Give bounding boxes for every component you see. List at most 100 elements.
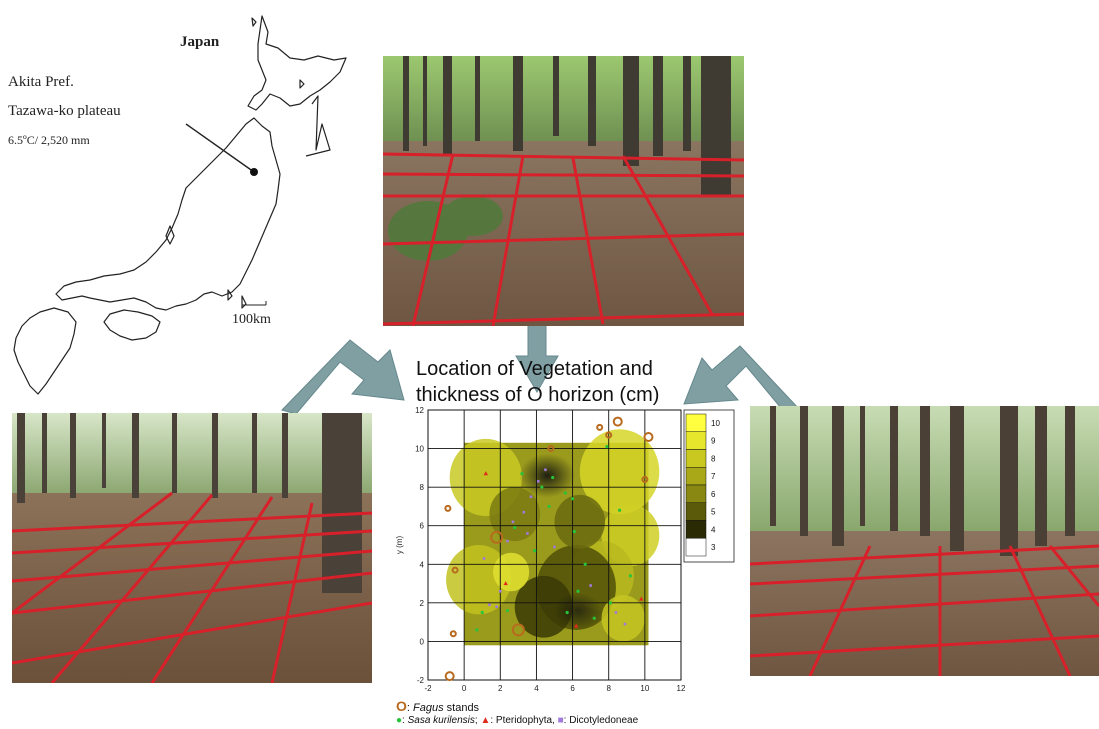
pteridophyta-point [483, 471, 489, 476]
surface-patch [601, 595, 645, 642]
site-marker [250, 168, 258, 176]
x-tick-label: 10 [640, 684, 649, 693]
o-horizon-chart: -2 0 2 4 6 8 10 12 -2 0 2 4 6 8 10 12 x (m) y (m) 10 9 8 7 6 5… [390, 404, 740, 704]
pointer-line [185, 123, 255, 173]
legend-understory: ●: Sasa kurilensis; ▲: Pteridophyta, ■: … [396, 715, 639, 726]
sasa-point [563, 491, 567, 495]
colorbar-swatch [685, 484, 707, 503]
dicotyledoneae-point [544, 468, 547, 472]
sasa-point [583, 562, 587, 566]
dicotyledoneae-point [511, 520, 515, 524]
dicotyledoneae-point [526, 532, 529, 535]
fagus-stand-point [596, 423, 604, 431]
surface-hotspot [553, 592, 602, 629]
pteridophyta-point [503, 581, 508, 586]
y-tick-label: 0 [420, 637, 425, 646]
photo-left [12, 413, 372, 683]
x-axis-label: x (m) [545, 695, 564, 696]
photo-right [750, 406, 1099, 676]
fagus-stand-point [605, 431, 613, 439]
sasa-point [551, 475, 555, 480]
colorbar-tick-label: 8 [711, 454, 716, 463]
dicotyledoneae-point [529, 495, 533, 499]
fagus-stand-point [451, 566, 459, 574]
fagus-stand-point [511, 623, 525, 637]
y-tick-label: 4 [420, 560, 425, 569]
x-tick-label: 4 [534, 684, 539, 693]
sasa-point [570, 497, 575, 501]
sasa-symbol: ● [396, 715, 403, 726]
dicotyledoneae-point [506, 539, 509, 543]
country-label: Japan [180, 34, 220, 50]
y-tick-label: 10 [415, 445, 424, 454]
colorbar-swatch [685, 431, 707, 450]
x-tick-label: 8 [606, 684, 611, 693]
fagus-stand-point [444, 504, 452, 512]
japan-map: Japan Akita Pref. Tazawa-ko plateau 6.5º… [0, 0, 380, 405]
surface-patch [489, 487, 541, 542]
arrow-right [683, 345, 801, 415]
x-tick-label: 6 [570, 684, 575, 693]
surface-hotspot [519, 453, 576, 498]
dicotyledoneae-point [614, 611, 618, 614]
surface-patch [514, 575, 573, 638]
fagus-stand-point [641, 475, 649, 483]
sasa-point [505, 608, 510, 613]
surface-patch [446, 545, 512, 615]
colorbar-tick-label: 9 [711, 437, 716, 446]
fagus-stand-point [643, 432, 654, 442]
climate-label: 6.5ºC/ 2,520 mm [8, 133, 90, 147]
colorbar-tick-label: 6 [711, 490, 716, 499]
sasa-point [608, 601, 613, 605]
fagus-stand-point [612, 416, 623, 427]
y-axis-label: y (m) [395, 536, 404, 555]
x-tick-label: -2 [424, 684, 432, 693]
colorbar-swatch [685, 520, 707, 539]
arrow-left [281, 339, 405, 415]
dicotyledoneae-point [553, 545, 556, 549]
pteridophyta-point [573, 623, 579, 628]
pter-label: : Pteridophyta, [490, 715, 558, 726]
y-tick-label: -2 [417, 676, 425, 685]
dicotyledoneae-point [488, 603, 491, 607]
dicotyledoneae-point [498, 589, 502, 593]
pter-symbol: ▲ [480, 715, 491, 726]
dicotyledoneae-point [495, 605, 498, 609]
y-tick-label: 2 [420, 599, 425, 608]
chart-title-line2: thickness of O horizon (cm) [416, 384, 660, 406]
sasa-point [547, 504, 551, 509]
fagus-stand-point [490, 530, 504, 544]
sasa-point [565, 610, 569, 615]
fagus-name: Fagus [413, 702, 444, 714]
dicotyledoneae-point [589, 584, 592, 587]
colorbar-swatch [685, 538, 707, 557]
sasa-point [475, 628, 479, 632]
sasa-point [617, 508, 622, 512]
colorbar-swatch [685, 467, 707, 486]
dicot-label: : Dicotyledoneae [563, 715, 639, 726]
sasa-name: Sasa kurilensis [407, 715, 475, 726]
scale-label: 100km [232, 312, 271, 327]
colorbar-tick-label: 4 [711, 525, 716, 534]
surface-patch [493, 552, 530, 592]
sasa-point [576, 589, 580, 593]
colorbar-tick-label: 7 [711, 472, 716, 481]
y-tick-label: 8 [420, 483, 425, 492]
sasa-point [520, 472, 524, 476]
dicotyledoneae-point [482, 557, 486, 560]
dicot-symbol: ■ [557, 715, 564, 726]
chart-title: Location of Vegetation and thickness of … [416, 356, 716, 408]
dicotyledoneae-point [623, 622, 627, 626]
legend-fagus: O: Fagus stands [396, 698, 480, 714]
surface-patch [554, 494, 606, 549]
sasa-point [592, 616, 596, 620]
chart-title-line1: Location of Vegetation and [416, 358, 653, 380]
sasa-point [513, 526, 517, 530]
photo-top [383, 56, 744, 326]
sasa-point [572, 529, 576, 534]
fagus-rest: stands [443, 702, 480, 714]
x-tick-label: 12 [677, 684, 686, 693]
colorbar-tick-label: 10 [711, 419, 720, 428]
x-tick-label: 0 [462, 684, 467, 693]
colorbar-tick-label: 5 [711, 508, 716, 517]
